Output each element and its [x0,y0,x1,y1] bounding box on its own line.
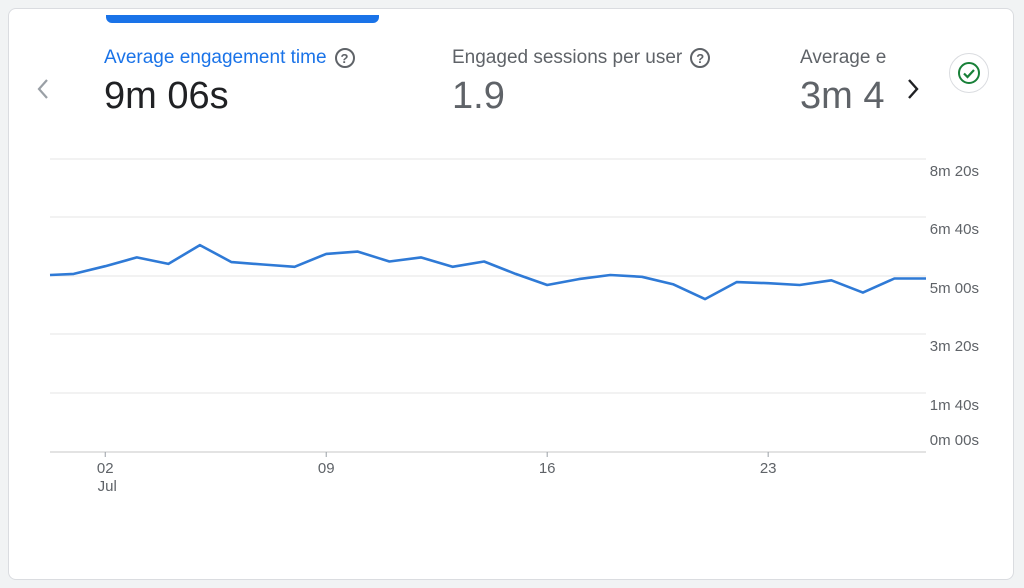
tab-engaged-sessions-per-user[interactable]: Engaged sessions per user ? 1.9 [452,47,711,118]
y-tick-label: 3m 20s [930,338,979,355]
metric-title: Average engagement time [104,47,327,68]
metric-title: Average e [800,47,887,68]
next-metric-button[interactable] [899,75,927,103]
previous-metric-button[interactable] [29,75,57,103]
check-circle-icon [958,62,980,84]
metric-value: 9m 06s [104,75,229,117]
chevron-left-icon [37,79,48,99]
y-tick-label: 0m 00s [930,432,979,449]
x-tick-sublabel: Jul [98,478,117,495]
x-tick-label: 09 [318,460,335,477]
metric-value: 1.9 [452,75,505,117]
status-check-badge[interactable] [949,53,989,93]
metric-value: 3m 4 [800,75,885,117]
x-tick-label: 02 [97,460,114,477]
help-icon[interactable]: ? [690,48,711,68]
tab-average-engagement-time[interactable]: Average engagement time ? 9m 06s [104,47,355,118]
metric-title: Engaged sessions per user [452,47,683,68]
y-tick-label: 1m 40s [930,397,979,414]
y-tick-label: 5m 00s [930,280,979,297]
tab-average-truncated[interactable]: Average e 3m 4 [800,47,888,118]
x-tick-label: 23 [760,460,777,477]
chevron-right-icon [908,79,919,99]
series-line-average-engagement-time [49,243,926,301]
x-tick-label: 16 [539,460,556,477]
engagement-card: Average engagement time ? 9m 06s Engaged… [8,8,1014,580]
y-tick-label: 6m 40s [930,221,979,238]
y-tick-label: 8m 20s [930,163,979,180]
help-icon[interactable]: ? [334,48,355,68]
active-tab-indicator [106,15,379,23]
